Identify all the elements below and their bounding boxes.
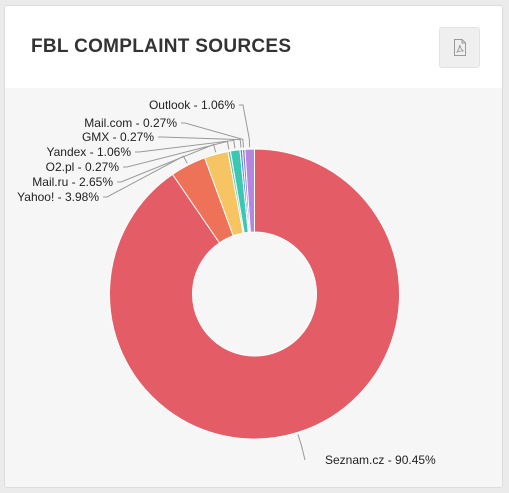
fbl-complaint-sources-card: FBL COMPLAINT SOURCES Seznam.cz - 90.45%…: [4, 5, 503, 488]
label-yandex: Yandex - 1.06%: [47, 145, 132, 159]
label-mail-com: Mail.com - 0.27%: [84, 116, 177, 130]
label-o2-pl: O2.pl - 0.27%: [46, 160, 120, 174]
pdf-file-icon: [453, 39, 466, 56]
export-pdf-button[interactable]: [439, 27, 480, 68]
label-mail-ru: Mail.ru - 2.65%: [32, 175, 113, 189]
donut-chart: Seznam.cz - 90.45% Yahoo! - 3.98%Mail.ru …: [17, 98, 436, 467]
connector-mail-ru: [117, 143, 217, 183]
label-seznam-cz: Seznam.cz - 90.45%: [325, 453, 436, 467]
connector-yahoo: [103, 155, 188, 198]
slice-seznam-cz[interactable]: [109, 148, 400, 440]
label-outlook: Outlook - 1.06%: [149, 98, 235, 112]
slice-labels: Seznam.cz - 90.45% Yahoo! - 3.98%Mail.ru …: [17, 98, 436, 467]
slice-outlook[interactable]: [244, 148, 255, 233]
connector-mail-com: [181, 122, 244, 148]
chart-area: Seznam.cz - 90.45% Yahoo! - 3.98% Mail.ru …: [5, 88, 502, 487]
connector-o2-pl: [123, 140, 230, 168]
connector-seznam-cz: [297, 434, 306, 461]
card-title: FBL COMPLAINT SOURCES: [31, 36, 292, 57]
connector-outlook: [239, 104, 251, 148]
label-gmx: GMX - 0.27%: [82, 130, 154, 144]
connector-gmx: [158, 136, 242, 148]
connector-yandex: [135, 139, 236, 153]
card-header: FBL COMPLAINT SOURCES: [5, 6, 502, 88]
label-yahoo: Yahoo! - 3.98%: [17, 190, 99, 204]
donut-slices: [109, 148, 400, 440]
